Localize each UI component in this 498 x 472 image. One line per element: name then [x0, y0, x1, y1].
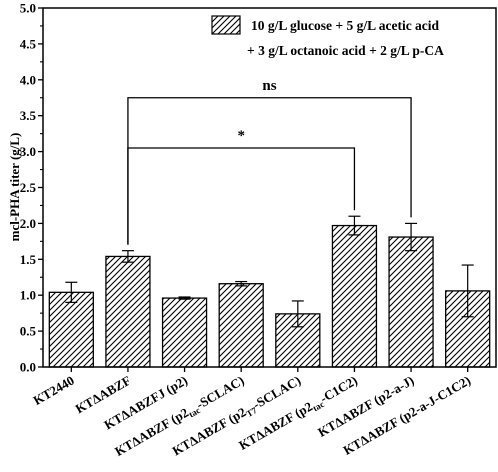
x-tick-label: KT2440 [31, 373, 77, 408]
bar [48, 291, 94, 368]
bars-layer [48, 215, 491, 368]
bar [388, 236, 434, 368]
y-tick-label: 2.5 [20, 180, 37, 195]
bar [331, 224, 378, 368]
significance-bracket [127, 97, 412, 245]
y-tick-label: 4.0 [20, 72, 36, 87]
y-tick-label: 4.5 [20, 36, 37, 51]
annotations-layer: ns * [127, 78, 412, 245]
legend: 10 g/L glucose + 5 g/L acetic acid + 3 g/… [211, 15, 444, 58]
y-tick-label: 1.0 [20, 288, 36, 303]
significance-bracket [127, 147, 356, 245]
bar [105, 255, 151, 368]
legend-swatch [211, 15, 241, 35]
significance-label: * [237, 128, 245, 144]
y-axis-title: mcl-PHA titer (g/L) [7, 133, 22, 242]
y-tick-label: 0.0 [20, 360, 36, 375]
y-tick-label: 3.5 [20, 108, 37, 123]
bar [218, 283, 264, 368]
axes-layer: 0.00.51.01.52.02.53.03.54.04.55.0KT2440K… [20, 1, 497, 459]
legend-label: + 3 g/L octanoic acid + 2 g/L p-CA [247, 43, 444, 58]
y-tick-label: 0.5 [20, 324, 37, 339]
significance-label: ns [262, 78, 276, 94]
y-tick-label: 1.5 [20, 252, 37, 267]
y-tick-label: 3.0 [20, 144, 36, 159]
legend-label: 10 g/L glucose + 5 g/L acetic acid [251, 18, 440, 33]
y-tick-label: 5.0 [20, 1, 36, 16]
bar [161, 297, 208, 368]
y-tick-label: 2.0 [20, 216, 36, 231]
